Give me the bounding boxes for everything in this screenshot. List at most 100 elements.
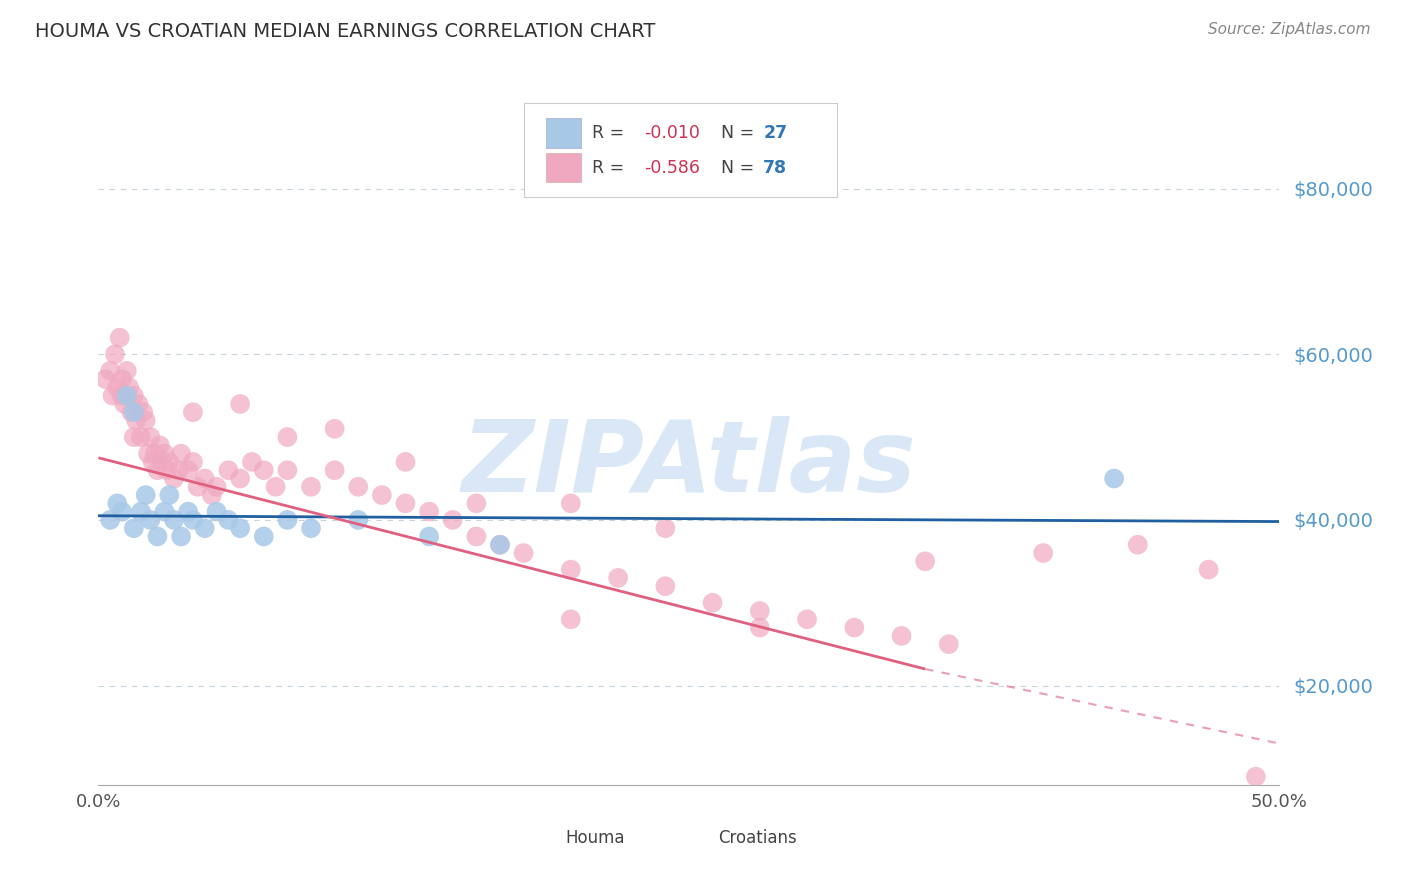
Point: [276, 513, 298, 527]
Point: [229, 397, 252, 411]
Point: [153, 447, 176, 461]
Point: [1198, 563, 1220, 577]
Text: -0.010: -0.010: [644, 124, 700, 142]
Point: [115, 389, 138, 403]
Text: HOUMA VS CROATIAN MEDIAN EARNINGS CORRELATION CHART: HOUMA VS CROATIAN MEDIAN EARNINGS CORREL…: [35, 22, 655, 41]
Point: [205, 505, 228, 519]
Point: [118, 380, 141, 394]
Point: [1102, 471, 1125, 485]
Point: [702, 596, 724, 610]
Text: Croatians: Croatians: [718, 829, 797, 847]
Point: [560, 563, 582, 577]
Point: [98, 364, 121, 378]
Point: [465, 529, 488, 543]
Point: [121, 405, 143, 419]
Point: [253, 463, 276, 477]
Point: [125, 413, 148, 427]
Point: [489, 538, 512, 552]
Point: [654, 521, 676, 535]
Point: [914, 554, 936, 568]
Point: [465, 496, 488, 510]
Point: [129, 505, 152, 519]
Point: [135, 488, 157, 502]
Text: N =: N =: [710, 124, 761, 142]
Point: [441, 513, 464, 527]
Point: [122, 430, 145, 444]
Point: [187, 480, 209, 494]
Point: [229, 521, 252, 535]
Point: [94, 372, 117, 386]
Point: [108, 331, 131, 345]
Point: [146, 463, 169, 477]
Point: [418, 529, 440, 543]
Point: [748, 621, 770, 635]
Point: [111, 372, 134, 386]
Point: [938, 637, 960, 651]
Point: [177, 505, 200, 519]
Point: [135, 413, 157, 427]
Point: [163, 471, 186, 485]
Text: -0.586: -0.586: [644, 159, 700, 177]
Point: [105, 380, 128, 394]
Point: [560, 612, 582, 626]
Point: [654, 579, 676, 593]
Point: [101, 389, 124, 403]
Text: 78: 78: [763, 159, 787, 177]
Point: [111, 389, 134, 403]
Point: [418, 505, 440, 519]
Point: [156, 463, 179, 477]
Point: [748, 604, 770, 618]
Point: [217, 463, 239, 477]
Point: [299, 480, 322, 494]
Point: [844, 621, 866, 635]
Point: [167, 463, 190, 477]
FancyBboxPatch shape: [682, 825, 710, 850]
Point: [104, 347, 127, 361]
Point: [129, 430, 152, 444]
FancyBboxPatch shape: [523, 103, 837, 197]
Point: [139, 513, 162, 527]
Point: [153, 505, 176, 519]
Point: [371, 488, 394, 502]
Point: [276, 463, 298, 477]
Point: [276, 430, 298, 444]
FancyBboxPatch shape: [546, 153, 582, 183]
Point: [253, 529, 276, 543]
Text: Houma: Houma: [565, 829, 624, 847]
Text: N =: N =: [710, 159, 761, 177]
Point: [112, 397, 135, 411]
Point: [146, 529, 169, 543]
Point: [205, 480, 228, 494]
Point: [347, 480, 370, 494]
Point: [157, 488, 180, 502]
Point: [170, 447, 193, 461]
Point: [115, 364, 138, 378]
Text: 27: 27: [763, 124, 787, 142]
Point: [122, 389, 145, 403]
Text: ZIPAtlas: ZIPAtlas: [461, 417, 917, 514]
Point: [105, 496, 128, 510]
Point: [149, 438, 172, 452]
Point: [122, 405, 145, 419]
Point: [142, 455, 165, 469]
Point: [607, 571, 630, 585]
Point: [181, 455, 204, 469]
Point: [1032, 546, 1054, 560]
Point: [1244, 770, 1267, 784]
Point: [98, 513, 121, 527]
Point: [194, 471, 217, 485]
Point: [143, 447, 166, 461]
Point: [323, 463, 346, 477]
Point: [201, 488, 224, 502]
Point: [139, 430, 162, 444]
Point: [347, 513, 370, 527]
Point: [136, 447, 159, 461]
FancyBboxPatch shape: [546, 119, 582, 148]
Text: Source: ZipAtlas.com: Source: ZipAtlas.com: [1208, 22, 1371, 37]
Point: [128, 397, 150, 411]
Point: [512, 546, 534, 560]
Text: R =: R =: [592, 159, 630, 177]
Point: [217, 513, 239, 527]
Point: [890, 629, 912, 643]
Point: [299, 521, 322, 535]
